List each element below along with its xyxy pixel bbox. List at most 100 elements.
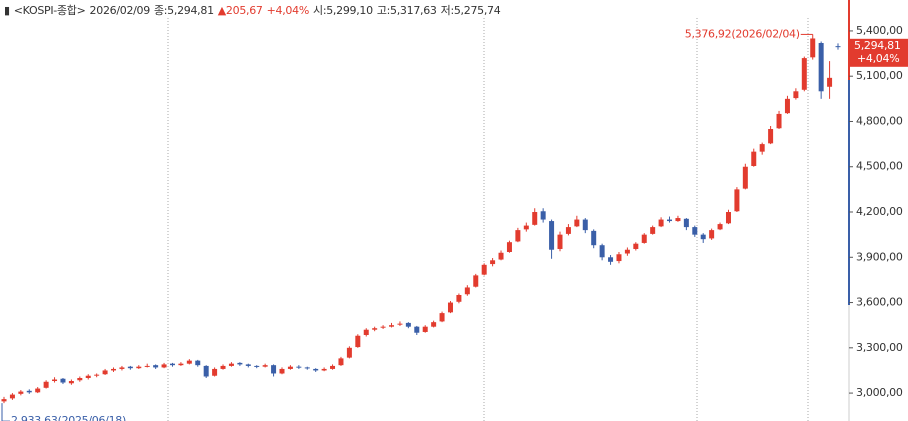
candle-body <box>136 366 142 369</box>
candle-body <box>111 368 117 371</box>
candle-body <box>582 219 588 231</box>
candle-body <box>60 378 66 383</box>
candle-body <box>245 364 251 366</box>
candle-body <box>692 227 698 235</box>
candle-body <box>624 249 630 254</box>
candle-body <box>709 230 715 239</box>
candle-body <box>599 245 605 258</box>
candle-body <box>565 227 571 234</box>
candle-body <box>422 326 428 332</box>
candle-body <box>363 329 369 335</box>
candle-body <box>641 234 647 243</box>
y-tick-label: 5,100,00 <box>856 69 903 82</box>
candle-body <box>717 224 723 230</box>
candle-body <box>464 287 470 295</box>
candle-body <box>650 227 656 234</box>
candle-body <box>178 363 184 366</box>
last-change: +4,04% <box>857 52 899 65</box>
candle-body <box>498 252 504 260</box>
candle-body <box>768 129 774 144</box>
candle-body <box>279 368 285 374</box>
candle-body <box>784 98 790 114</box>
y-tick-label: 3,900,00 <box>856 250 903 263</box>
candle-body <box>439 313 445 322</box>
candle-body <box>532 212 538 225</box>
candle-body <box>801 58 807 90</box>
last-price: 5,294,81 <box>854 39 901 52</box>
y-tick-label: 3,300,00 <box>856 341 903 354</box>
candle-body <box>287 366 293 369</box>
open: 시:5,299,10 <box>313 4 373 17</box>
y-tick-label: 5,400,00 <box>856 24 903 37</box>
candle-body <box>119 367 125 369</box>
candle-body <box>313 368 319 371</box>
candle-body <box>355 335 361 348</box>
candle-body <box>397 323 403 325</box>
marker: ▮ <box>4 4 10 17</box>
candle-body <box>405 322 411 327</box>
candle-body <box>212 368 218 376</box>
candle-body <box>616 254 622 262</box>
candle-body <box>515 230 521 242</box>
candle-body <box>68 381 74 384</box>
header: ▮ <KOSPI-종합> 2026/02/09 종:5,294,81 ▲205,67 +4… <box>4 2 504 18</box>
candle-body <box>389 325 395 327</box>
candle-body <box>414 326 420 333</box>
candle-body <box>793 91 799 99</box>
candle-body <box>203 365 209 377</box>
candle-body <box>195 360 201 366</box>
candle-body <box>759 144 765 152</box>
candle-body <box>431 322 437 327</box>
candle-body <box>675 218 681 222</box>
candle-body <box>490 260 496 265</box>
candle-body <box>169 363 175 366</box>
max-label: 5,376,92(2026/02/04) <box>685 27 800 40</box>
candle-body <box>127 366 133 369</box>
candle-body <box>658 219 664 227</box>
low: 저:5,275,74 <box>440 4 501 17</box>
candle-body <box>506 242 512 252</box>
candle-body <box>818 43 824 92</box>
y-tick-label: 3,600,00 <box>856 296 903 309</box>
candle-body <box>77 377 83 381</box>
candle-body <box>810 38 816 58</box>
candle-body <box>574 219 580 227</box>
min-pointer <box>1 403 10 421</box>
candle-body <box>776 113 782 129</box>
candle-body <box>473 275 479 287</box>
candle-body <box>43 381 49 388</box>
candle-body <box>591 230 597 246</box>
candle-body <box>220 365 226 369</box>
candle-body <box>835 46 841 48</box>
y-tick-label: 4,500,00 <box>856 160 903 173</box>
candle-body <box>321 368 327 371</box>
candle-body <box>262 365 268 367</box>
candle-body <box>237 362 243 365</box>
candle-body <box>161 364 167 368</box>
candle-body <box>144 365 150 367</box>
change: ▲205,67 <box>217 4 263 17</box>
candle-body <box>540 211 546 220</box>
candle-body <box>228 363 234 366</box>
last-price-box <box>850 38 908 67</box>
candle-body <box>85 375 91 378</box>
candle-body <box>751 151 757 166</box>
candle-body <box>700 234 706 240</box>
candle-body <box>549 221 555 250</box>
candle-body <box>94 374 100 376</box>
date: 2026/02/09 <box>89 4 151 17</box>
candle-body <box>26 390 32 393</box>
min-label: 2,933,63(2025/06/18) <box>11 414 126 421</box>
candle-body <box>633 243 639 249</box>
candle-body <box>271 365 277 374</box>
candle-body <box>481 264 487 275</box>
candle-body <box>742 166 748 189</box>
candle-body <box>296 366 302 368</box>
candle-body <box>153 365 159 368</box>
candle-body <box>667 219 673 222</box>
candle-body <box>186 360 192 364</box>
y-tick-label: 3,000,00 <box>856 386 903 399</box>
candle-body <box>456 295 462 302</box>
